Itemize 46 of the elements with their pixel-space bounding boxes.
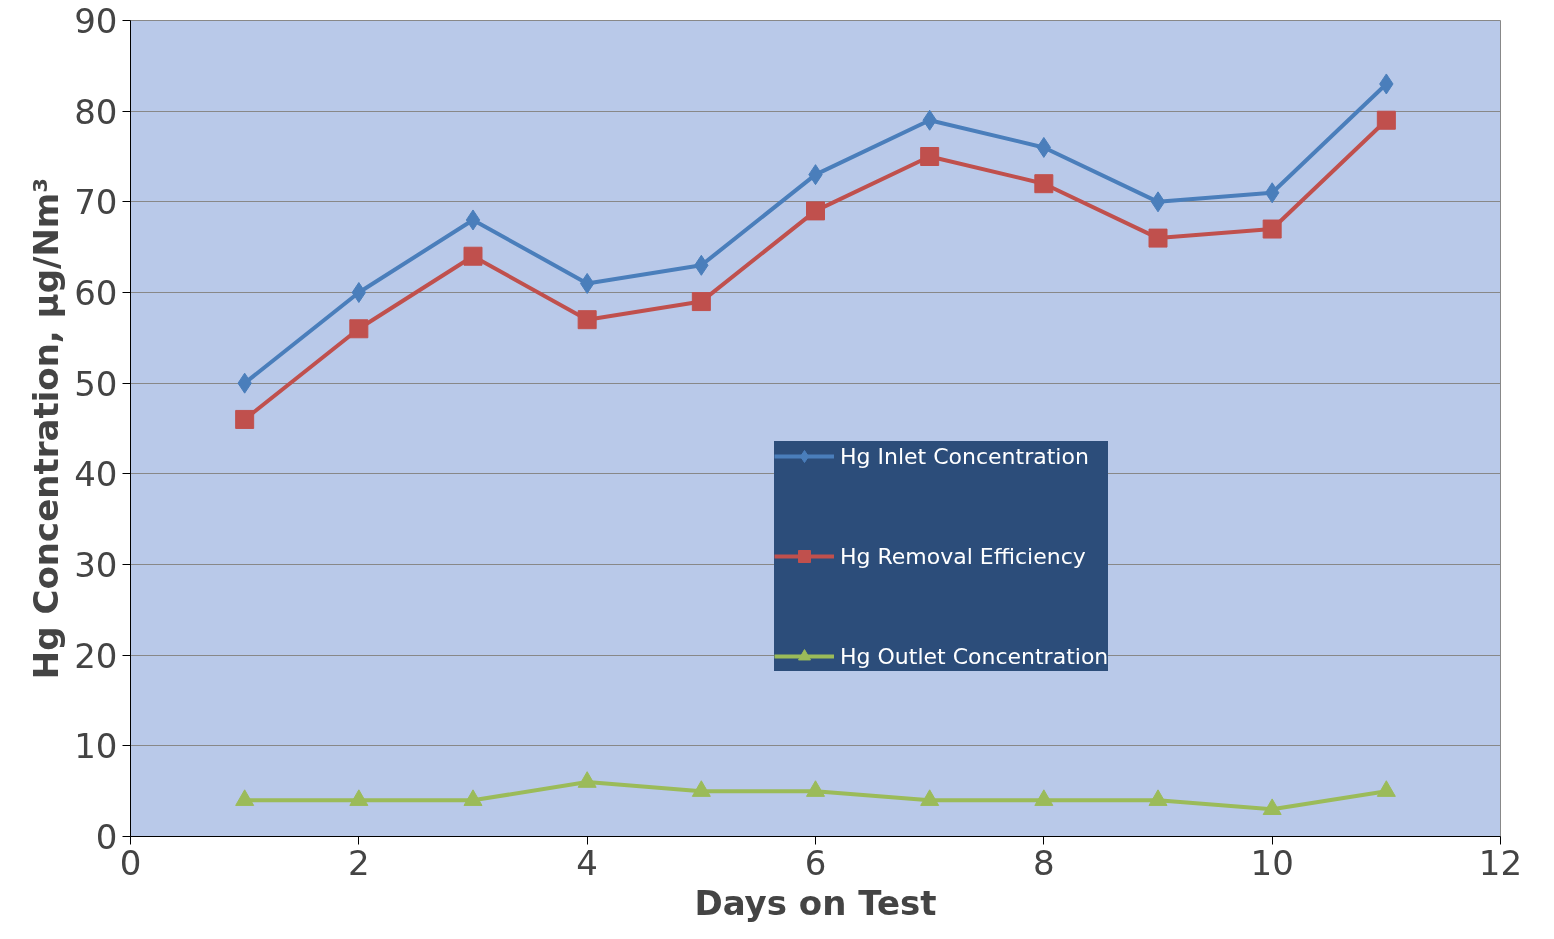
y-tick-label: 10	[74, 726, 118, 767]
y-tick-label: 20	[74, 635, 118, 676]
point	[806, 201, 825, 221]
point	[351, 282, 366, 303]
point	[920, 147, 940, 166]
point	[577, 310, 597, 330]
point	[349, 319, 369, 339]
point	[691, 780, 711, 797]
x-tick-label: 4	[576, 842, 598, 883]
y-axis-title: Hg Concentration, µg/Nm³	[26, 177, 67, 680]
point	[349, 789, 369, 806]
point	[465, 209, 481, 231]
point	[235, 789, 255, 806]
point	[1034, 789, 1054, 806]
x-tick-label: 6	[804, 842, 827, 883]
point	[1148, 228, 1168, 248]
y-tick-label: 40	[74, 454, 118, 495]
point	[1150, 191, 1166, 213]
legend-label: Hg Removal Efficiency	[840, 543, 1086, 569]
point	[577, 771, 597, 788]
y-tick-label: 0	[95, 817, 118, 857]
y-tick-label: 50	[74, 363, 118, 404]
x-tick-label: 10	[1250, 842, 1294, 883]
legend-label: Hg Outlet Concentration	[840, 643, 1109, 669]
point	[463, 246, 483, 266]
y-tick-label: 70	[74, 182, 118, 223]
point	[806, 780, 825, 797]
point	[1262, 798, 1282, 815]
y-tick-label: 60	[74, 273, 118, 313]
point	[1034, 174, 1054, 194]
y-tick-label: 80	[74, 91, 118, 132]
x-tick-label: 8	[1033, 842, 1055, 883]
point	[1376, 780, 1396, 797]
point	[691, 292, 711, 312]
point	[1148, 789, 1168, 806]
point	[1376, 110, 1396, 130]
point	[1262, 219, 1282, 239]
legend-label: Hg Inlet Concentration	[840, 443, 1089, 469]
x-tick-label: 2	[348, 842, 370, 883]
point	[463, 789, 483, 806]
point	[235, 409, 255, 429]
x-tick-label: 12	[1478, 842, 1523, 883]
point	[920, 789, 940, 806]
x-axis-title: Days on Test	[694, 882, 937, 923]
y-tick-label: 90	[74, 1, 118, 41]
y-tick-label: 30	[74, 545, 118, 585]
